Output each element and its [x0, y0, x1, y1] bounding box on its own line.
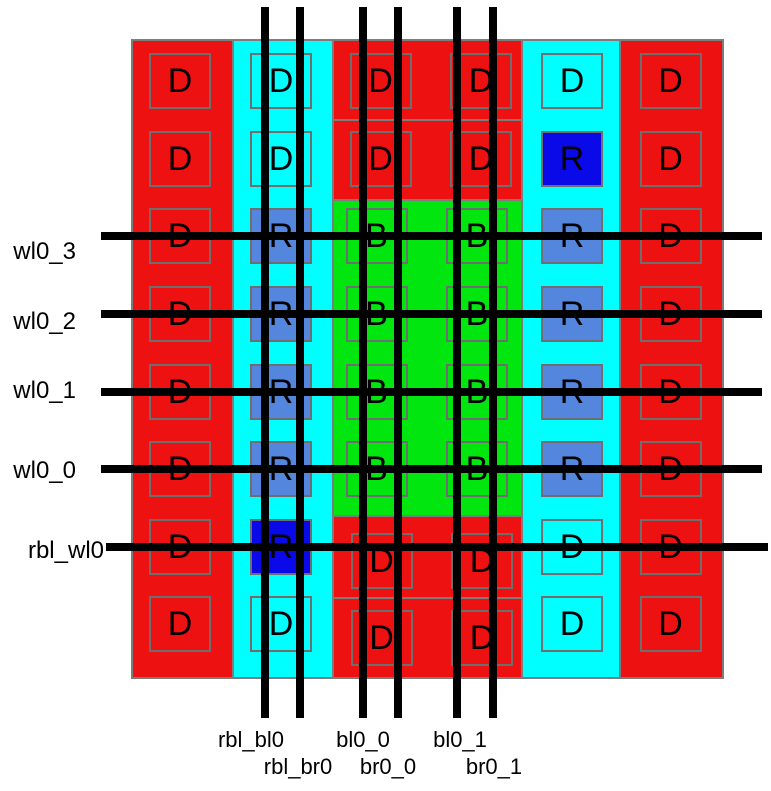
wordline-rbl_wl0: [106, 543, 768, 551]
cell-letter: D: [559, 62, 585, 100]
wordline-wl0_2: [101, 310, 762, 318]
bitline-label-br0_1: br0_1: [465, 754, 523, 779]
cell-letter: D: [368, 62, 393, 100]
wordline-wl0_1: [101, 388, 762, 396]
dummy-cell-r2-c1: D: [149, 131, 211, 187]
bitline-br0_1: [489, 7, 497, 718]
cell-letter: D: [368, 140, 393, 178]
cell-letter: D: [369, 619, 394, 657]
dummy-cell-r1-c3: D: [349, 53, 412, 109]
dummy-cell-r1-c6: D: [639, 53, 702, 109]
cell-letter: D: [658, 140, 683, 178]
bitline-bl0_0: [359, 7, 367, 718]
dummy-cell-r1-c2: D: [250, 53, 312, 109]
wordline-label-rbl_wl0: rbl_wl0: [27, 537, 104, 564]
dummy-cell-r8-c5: D: [541, 596, 603, 652]
cell-letter: D: [268, 62, 294, 100]
wordline-label-wl0_2: wl0_2: [13, 308, 76, 335]
cell-letter: D: [658, 62, 683, 100]
bitline-rbl_bl0: [261, 7, 269, 718]
dummy-cell-r1-c5: D: [541, 53, 603, 109]
replica-dark-cell-r2-c5: R: [541, 131, 603, 187]
cell-letter: D: [167, 140, 193, 178]
wordline-wl0_3: [101, 232, 762, 240]
wordline-label-wl0_0: wl0_0: [13, 457, 76, 484]
dummy-cell-r8-c2: D: [250, 596, 312, 652]
bitline-label-bl0_1: bl0_1: [433, 727, 487, 752]
dummy-cell-r8-c1: D: [149, 596, 211, 652]
cell-letter: D: [268, 605, 294, 643]
wordline-label-wl0_1: wl0_1: [13, 377, 76, 404]
dummy-cell-r2-c2: D: [250, 131, 312, 187]
wordline-label-wl0_3: wl0_3: [13, 238, 76, 265]
dummy-cell-r1-c1: D: [149, 53, 211, 109]
dummy-cell-r2-c6: D: [639, 131, 702, 187]
dummy-cell-r8-c3: D: [350, 610, 413, 666]
array-boundary: [131, 39, 724, 679]
cell-letter: D: [268, 140, 294, 178]
cell-letter: D: [167, 62, 193, 100]
dummy-cell-r8-c6: D: [639, 596, 702, 652]
bitline-label-bl0_0: bl0_0: [336, 727, 390, 752]
wordline-wl0_0: [101, 465, 762, 473]
bitline-label-rbl_br0: rbl_br0: [263, 754, 333, 779]
cell-letter: D: [167, 605, 193, 643]
cell-letter: R: [559, 140, 585, 178]
region-left-dummy-column: [132, 40, 233, 678]
bitline-br0_0: [394, 7, 402, 718]
bitline-rbl_br0: [296, 7, 304, 718]
cell-letter: D: [559, 605, 585, 643]
bitline-label-rbl_bl0: rbl_bl0: [217, 727, 285, 752]
bitline-bl0_1: [453, 7, 461, 718]
dummy-cell-r2-c3: D: [349, 131, 412, 187]
cell-letter: D: [658, 605, 683, 643]
bitline-label-br0_0: br0_0: [359, 754, 417, 779]
